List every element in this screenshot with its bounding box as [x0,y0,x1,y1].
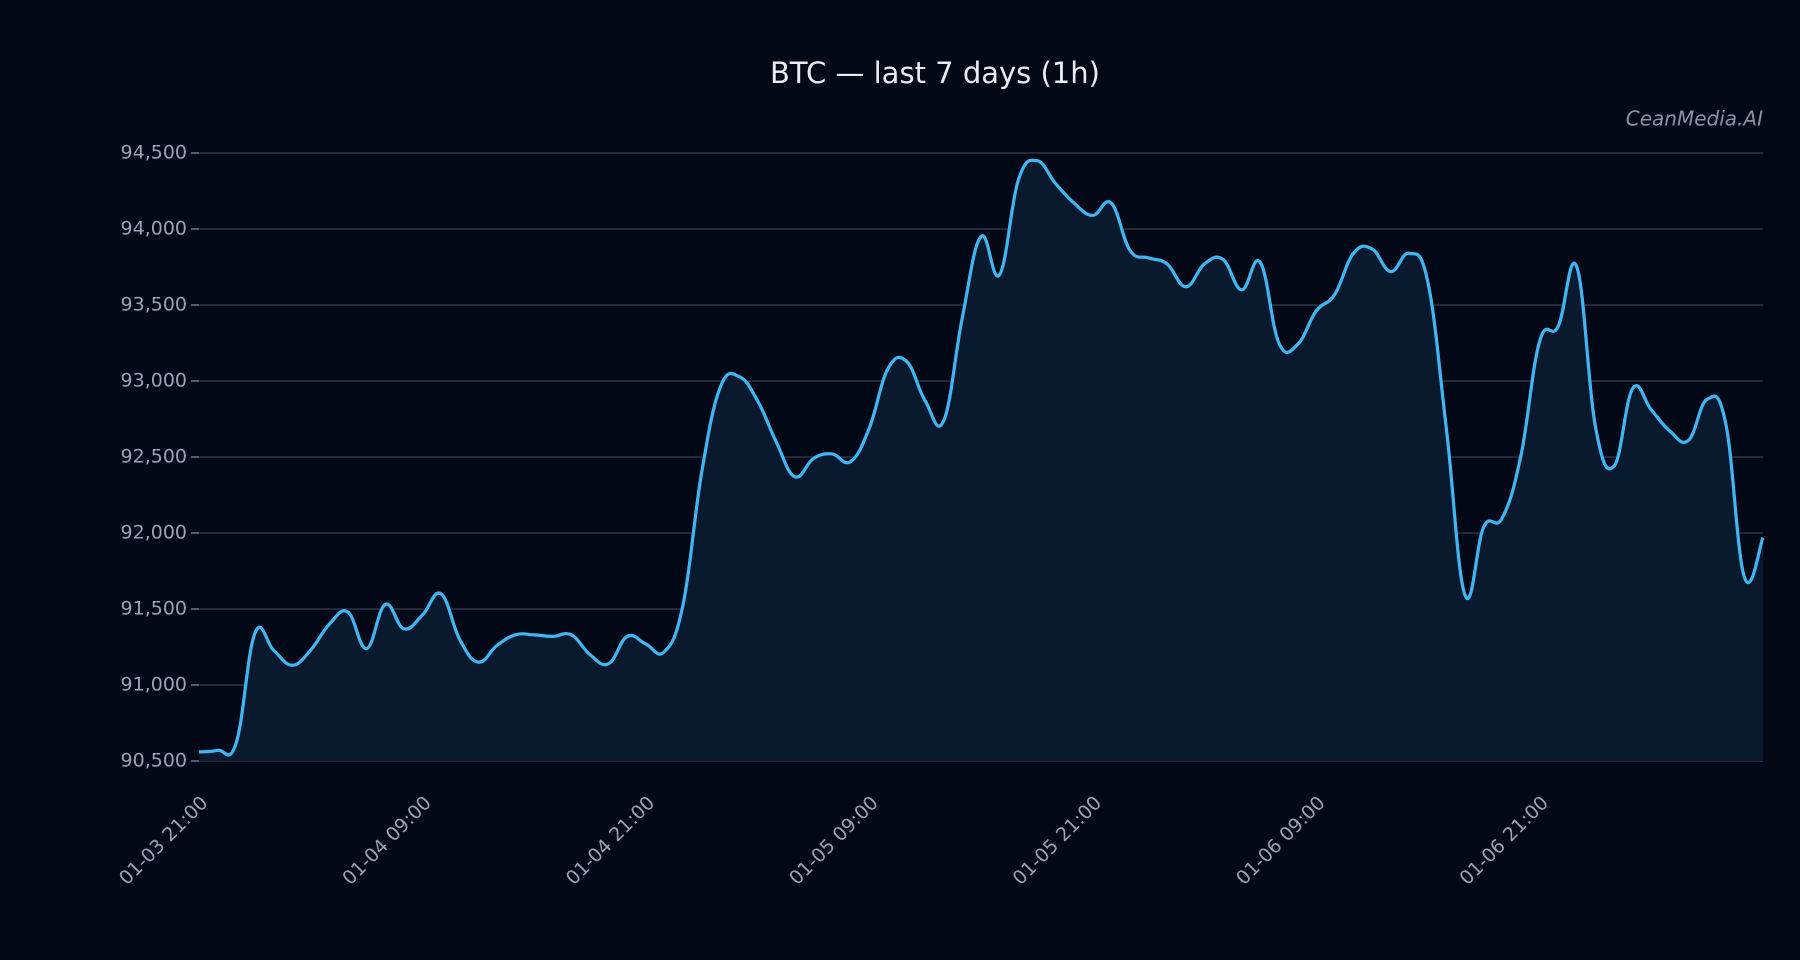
y-tick-label: 93,000 [121,370,187,392]
area [199,160,1763,762]
y-tick-label: 94,000 [121,218,187,240]
y-tick-label: 94,500 [121,142,187,164]
watermark: CeanMedia.AI [1626,107,1763,131]
y-tick-label: 90,500 [121,750,187,772]
y-tick-label: 93,500 [121,294,187,316]
price-line [198,158,1765,757]
y-tick-label: 92,000 [121,522,187,544]
y-tick-label: 91,500 [121,598,187,620]
y-tick-label: 91,000 [121,674,187,696]
chart-title: BTC — last 7 days (1h) [770,56,1100,90]
y-tick-label: 92,500 [121,446,187,468]
